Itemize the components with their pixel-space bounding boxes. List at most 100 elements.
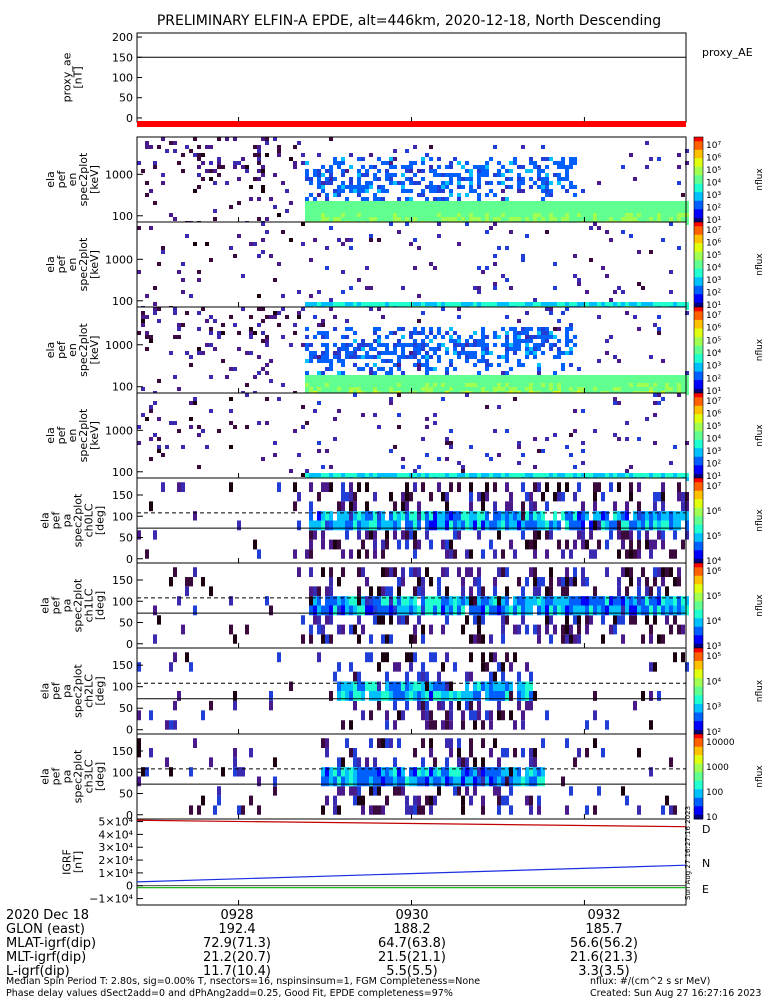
pa-cell (477, 615, 481, 625)
spec-cell (517, 339, 521, 343)
pa-cell (637, 596, 641, 606)
spec-cell (429, 331, 433, 335)
pa-cell (377, 586, 381, 597)
spec-cell (685, 149, 689, 153)
pa-cell (529, 776, 533, 787)
colorbar-4-step (694, 410, 703, 413)
spec-cell (521, 177, 525, 181)
spec-cell (325, 379, 329, 383)
pa-cell (513, 748, 517, 758)
spec-cell (257, 355, 261, 359)
spec-cell (305, 473, 309, 477)
spec-cell (613, 209, 617, 213)
spec-cell (341, 302, 345, 306)
spec-cell (257, 371, 261, 375)
spec-cell (325, 335, 329, 339)
colorbar-4-step (694, 456, 703, 460)
spec-cell (189, 149, 193, 153)
spec-cell (381, 343, 385, 347)
spec-cell (349, 375, 353, 379)
spec-cell (609, 302, 613, 306)
pa-cell (309, 501, 313, 512)
colorbar-4-step (694, 446, 703, 449)
spec-cell (389, 379, 393, 383)
pa-cell (589, 596, 593, 606)
spec-cell (357, 302, 361, 306)
pa-cell (393, 530, 397, 540)
pa-cell (649, 662, 653, 672)
spec-cell (445, 441, 449, 445)
spec-cell (337, 359, 341, 363)
pa-cell (477, 577, 481, 587)
pa-cell (529, 596, 533, 606)
pa-cell (373, 691, 377, 701)
spec-cell (641, 302, 645, 306)
spec-cell (517, 205, 521, 209)
spec-cell (413, 209, 417, 213)
spec-cell (281, 307, 285, 311)
colorbar-4-step (694, 412, 703, 415)
pa-cell (341, 691, 345, 701)
spec-cell (409, 379, 413, 383)
pa-cell (637, 501, 641, 512)
spec-cell (345, 327, 349, 331)
spec-cell (545, 193, 549, 197)
pa-cell (537, 767, 541, 777)
pa-cell (397, 596, 401, 606)
colorbar-1-step (694, 143, 703, 146)
spec-cell (581, 375, 585, 379)
pa-cell (653, 605, 657, 616)
spec-cell (557, 347, 561, 351)
pa-cell (445, 691, 449, 701)
spec-cell (413, 379, 417, 383)
colorbar-2-step (694, 241, 703, 244)
spec-cell (417, 367, 421, 371)
spec-cell (445, 351, 449, 355)
igrf-tick-label-0: 5×10⁴ (98, 816, 133, 829)
colorbar-7-step (694, 669, 703, 673)
spec-cell (629, 375, 633, 379)
pa-cell (621, 520, 625, 531)
colorbar-7-step (694, 665, 703, 668)
spec-cell (549, 157, 553, 161)
spec-cell (565, 217, 569, 221)
colorbar-6-step (694, 605, 703, 609)
pa-cell (269, 605, 273, 616)
spec-cell (549, 209, 553, 213)
spec-cell (557, 383, 561, 387)
panel-5-ylabel-2: pa (61, 514, 74, 528)
pa-cell (649, 634, 653, 644)
spec-cell (681, 379, 685, 383)
spec-cell (453, 343, 457, 347)
spec-cell (453, 201, 457, 205)
pa-cell (469, 520, 473, 531)
pa-cell (593, 520, 597, 531)
pa-cell (233, 700, 237, 711)
pa-cell (413, 748, 417, 758)
spec-cell (365, 351, 369, 355)
spec-cell (393, 201, 397, 205)
spec-cell (365, 197, 369, 201)
pa-cell (373, 530, 377, 540)
spec-cell (525, 327, 529, 331)
spec-cell (509, 286, 513, 290)
spec-cell (249, 242, 253, 246)
pa-cell (329, 511, 333, 521)
spec-cell (537, 302, 541, 306)
pa-cell (389, 567, 393, 578)
spec-cell (625, 379, 629, 383)
pa-cell (373, 520, 377, 531)
spec-cell (641, 217, 645, 221)
spec-cell (465, 169, 469, 173)
spec-cell (409, 177, 413, 181)
pa-cell (493, 482, 497, 493)
spec-cell (477, 383, 481, 387)
pa-cell (505, 596, 509, 606)
pa-cell (149, 501, 153, 512)
spec-cell (341, 347, 345, 351)
colorbar-1-step (694, 190, 703, 193)
spec-cell (421, 347, 425, 351)
spec-cell (449, 161, 453, 165)
spec-cell (441, 335, 445, 339)
spec-cell (365, 375, 369, 379)
